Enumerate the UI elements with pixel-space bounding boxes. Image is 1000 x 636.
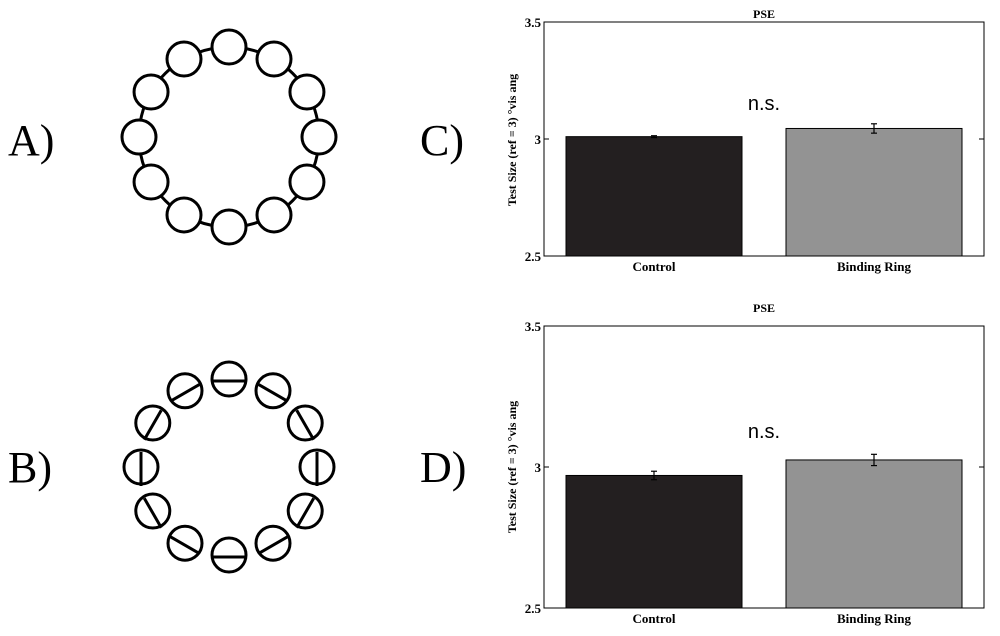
ring-element-line [295,409,316,441]
ring-element-line [169,535,201,556]
ring-element [255,196,293,234]
error-bar-0 [651,470,657,481]
ring-element [132,73,170,111]
bar-1 [785,127,963,257]
ring-element [210,28,248,66]
ring-element [134,404,172,442]
bar-0 [565,474,743,609]
x-tick-label: Binding Ring [837,259,912,274]
panel-label-c: C) [420,116,464,165]
ring-element [298,448,336,486]
panel-label-d: D) [420,443,466,492]
ring-element-circle [166,524,204,562]
x-tick-label: Control [632,611,675,626]
ring-element [286,492,324,530]
error-bar-1 [871,123,877,134]
chart-title: PSE [753,301,775,315]
ring-element [254,524,292,562]
ring-element-circle [254,372,292,410]
y-tick-label: 3.5 [525,15,542,30]
y-tick-label: 2.5 [525,249,542,264]
significance-annotation: n.s. [748,421,780,443]
ring-element [255,40,293,78]
y-axis-label: Test Size (ref = 3) °vis ang [505,401,519,533]
ring-element [122,448,160,486]
ring-element [132,163,170,201]
ring-element-line [142,409,163,441]
ring-element-line [142,497,163,529]
ring-element [210,208,248,246]
ring-element [254,372,292,410]
y-tick-label: 3.5 [525,319,542,334]
error-bar-0 [651,135,657,139]
bar-1 [785,459,963,609]
ring-element [210,360,248,398]
ring-element [166,372,204,410]
ring-element-circle [254,524,292,562]
chart-c: PSE Test Size (ref = 3) °vis ang Control… [505,7,985,274]
x-tick-label: Binding Ring [837,611,912,626]
ring-element-line [295,497,316,529]
ring-element [288,163,326,201]
chart-title: PSE [753,7,775,21]
y-tick-label: 2.5 [525,601,542,616]
ring-element [134,492,172,530]
bar-0 [565,136,743,257]
panel-label-a: A) [8,116,54,165]
panel-label-b: B) [8,443,52,492]
stimulus-ring-connected [120,28,338,246]
significance-annotation: n.s. [748,93,780,115]
ring-element-circle [166,372,204,410]
x-tick-label: Control [632,259,675,274]
ring-element-line [257,382,289,403]
ring-element [286,404,324,442]
ring-element [288,73,326,111]
ring-element [300,118,338,156]
ring-element [210,536,248,574]
y-tick-label: 3 [535,132,542,147]
ring-element [165,196,203,234]
ring-element-line [169,382,201,403]
error-bar-1 [871,453,877,467]
chart-d: PSE Test Size (ref = 3) °vis ang Control… [505,301,985,626]
y-axis-label: Test Size (ref = 3) °vis ang [505,74,519,206]
y-tick-label: 3 [535,460,542,475]
ring-element [166,524,204,562]
ring-element [120,118,158,156]
ring-element-line [257,535,289,556]
ring-element-circle [210,360,248,398]
stimulus-ring-segmented [122,360,336,574]
ring-element [165,40,203,78]
ring-element-circle [210,536,248,574]
